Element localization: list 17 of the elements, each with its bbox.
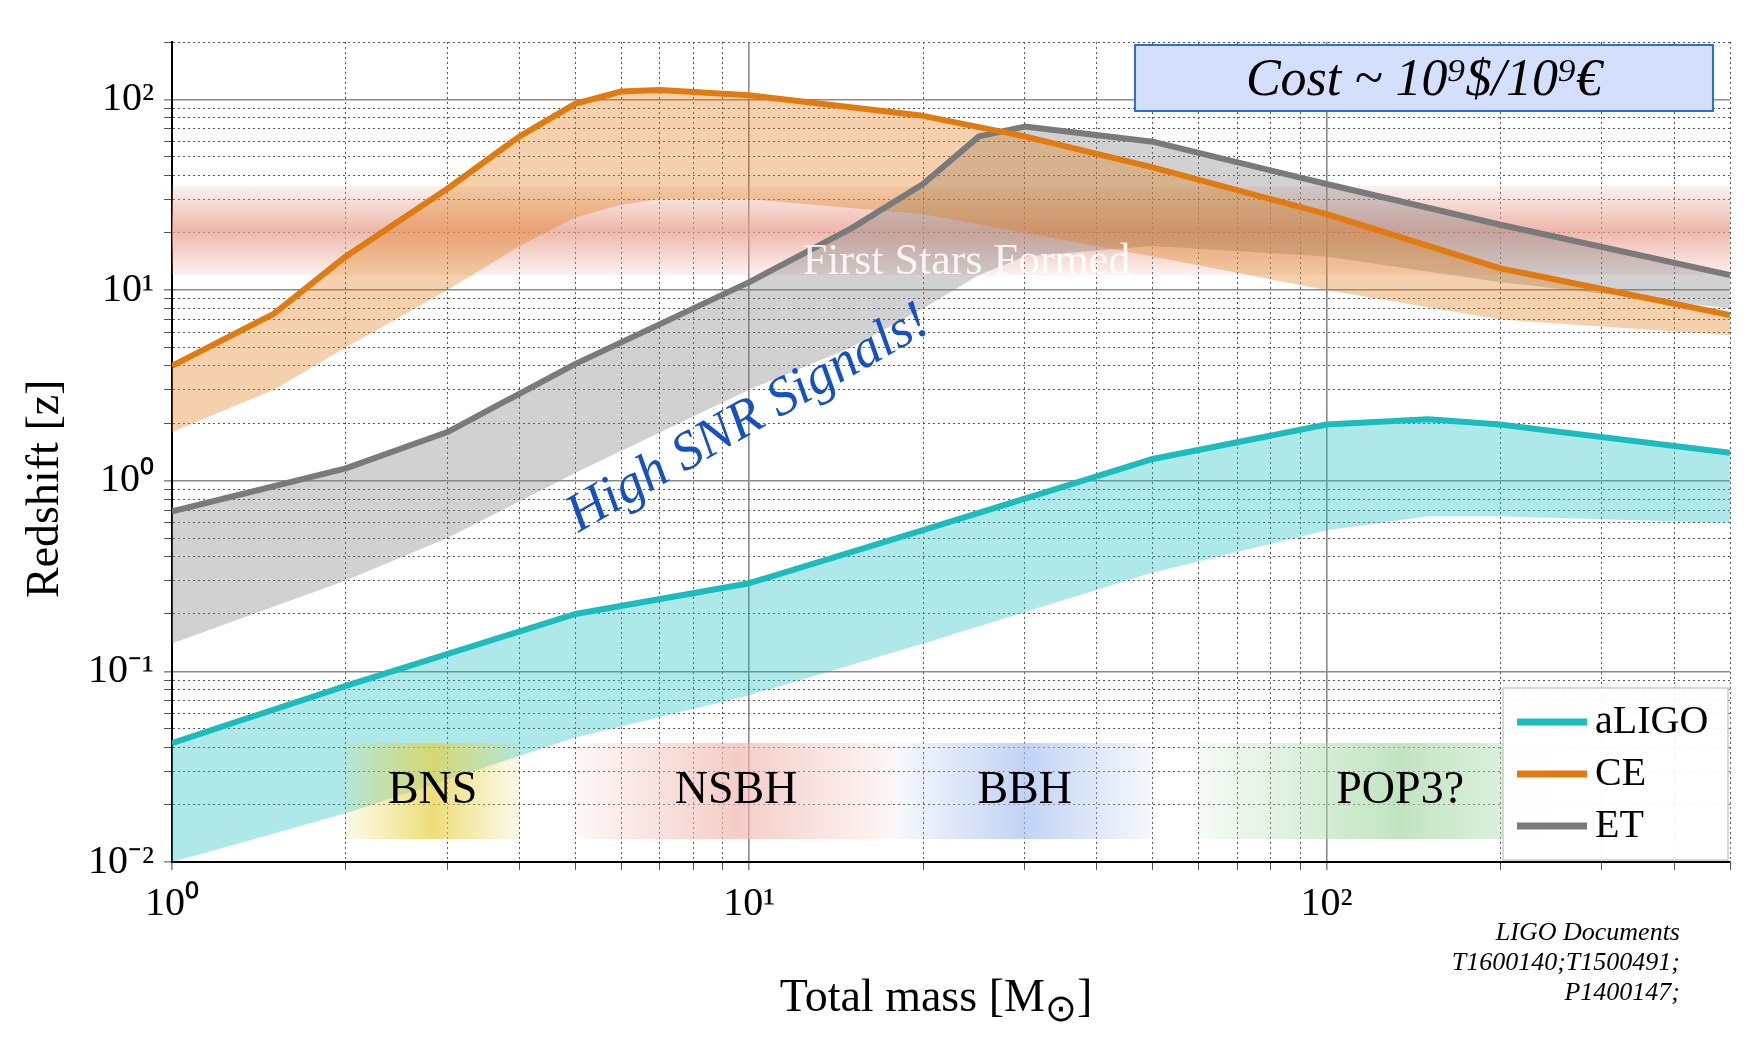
y-tick-label: 10¹ bbox=[101, 264, 154, 310]
y-axis-title: Redshift [z] bbox=[16, 379, 69, 598]
text: LIGO Documents T1600140;T1500491; P1400147; bbox=[1451, 916, 1680, 1006]
y-tick-label: 10⁻¹ bbox=[87, 645, 154, 691]
x-tick-label: 10² bbox=[1300, 878, 1353, 924]
band-label: POP3? bbox=[1336, 762, 1465, 814]
x-axis-title: Total mass [M$_{⊙}$] bbox=[779, 969, 1093, 1029]
note-box: Cost ~ 10⁹$/10⁹€ bbox=[1134, 44, 1714, 112]
legend-label: aLIGO bbox=[1595, 696, 1709, 742]
band-label: NSBH bbox=[674, 762, 798, 814]
band-label: BNS bbox=[387, 762, 478, 814]
y-tick-label: 10² bbox=[101, 73, 154, 119]
legend-label: ET bbox=[1595, 800, 1644, 846]
legend-label: CE bbox=[1595, 748, 1647, 794]
y-tick-label: 10⁰ bbox=[99, 455, 154, 501]
band-label: BBH bbox=[977, 762, 1072, 814]
x-tick-label: 10¹ bbox=[723, 878, 776, 924]
